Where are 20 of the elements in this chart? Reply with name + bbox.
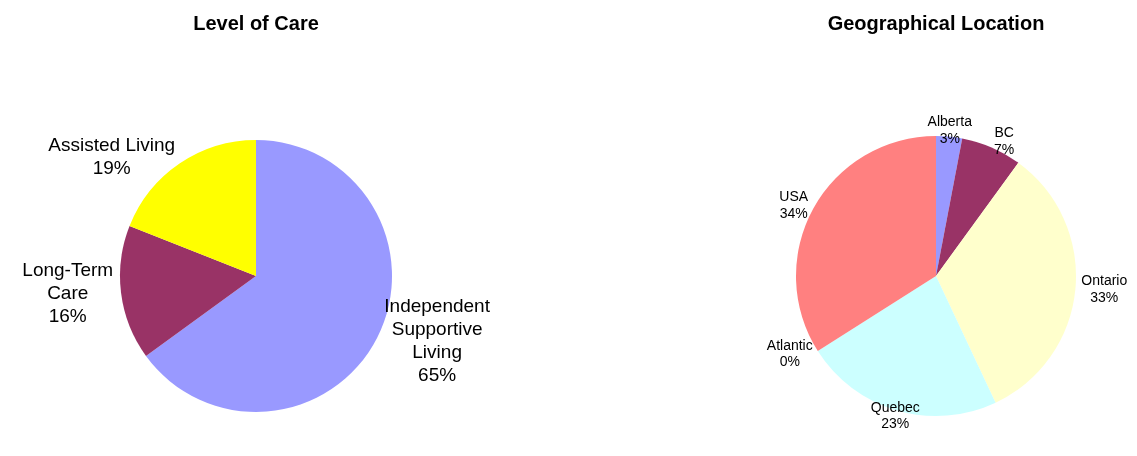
slice-label: Long-Term Care [22, 259, 114, 304]
data-label: 33% [1090, 289, 1119, 305]
data-label: 23% [881, 415, 910, 432]
chart-title: Geographical Location [827, 11, 1045, 34]
data-label: 7% [993, 141, 1015, 158]
slice-label: BC [994, 124, 1014, 141]
data-label: 34% [779, 204, 808, 221]
data-label: 3% [939, 129, 960, 146]
slice-label: Ontario [1081, 272, 1128, 289]
category-label: Atlantic [766, 336, 813, 353]
slice-label: Quebec [870, 398, 920, 415]
slice-label: Alberta [927, 113, 973, 130]
data-label: 16% [48, 305, 87, 327]
text: 0% [779, 353, 800, 370]
slice-label: Independent Supportive Living [384, 295, 491, 363]
slice-label: Assisted Living [48, 133, 176, 155]
data-label: 65% [418, 363, 457, 385]
data-label: 19% [92, 156, 131, 178]
slice-label: USA [779, 188, 809, 205]
chart-title: Level of Care [193, 11, 319, 34]
